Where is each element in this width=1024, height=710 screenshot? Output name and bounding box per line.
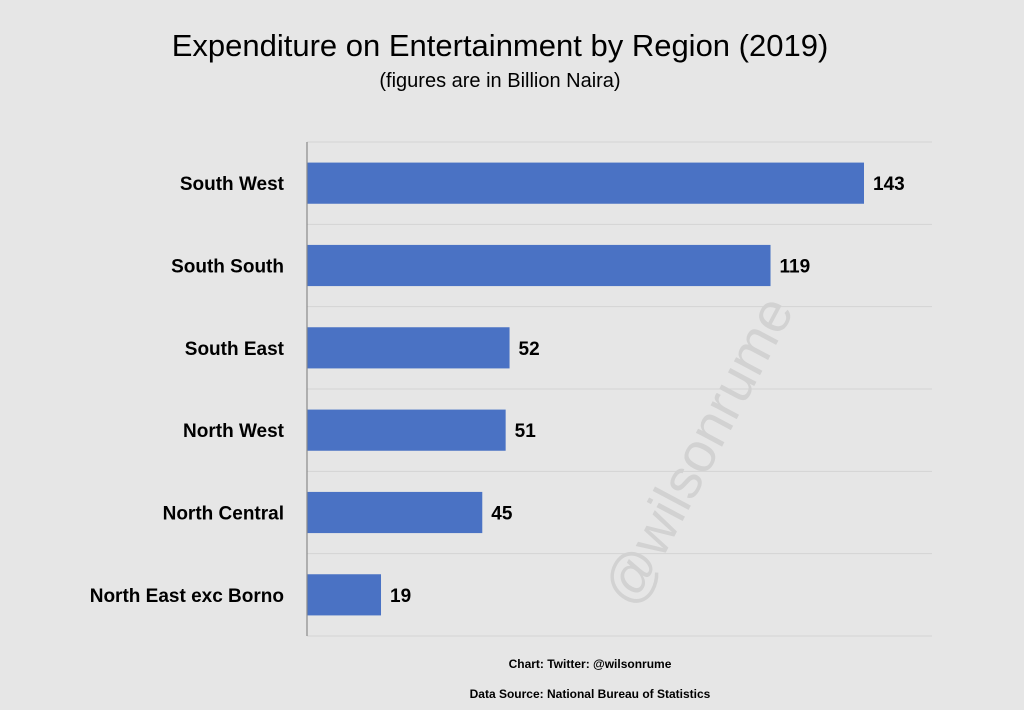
- value-label: 45: [491, 504, 513, 525]
- bar: [307, 244, 771, 287]
- watermark: @wilsonrume: [590, 286, 805, 616]
- data-source: Data Source: National Bureau of Statisti…: [469, 687, 711, 701]
- chart-title: Expenditure on Entertainment by Region (…: [171, 28, 829, 63]
- gridlines: [307, 141, 932, 637]
- bar: [307, 162, 864, 204]
- category-label: North East exc Borno: [90, 586, 284, 607]
- category-label: South South: [171, 257, 284, 278]
- category-label: South East: [185, 339, 285, 360]
- category-label: South West: [180, 174, 285, 195]
- bar: [307, 491, 483, 534]
- bar: [307, 574, 382, 616]
- bars: [307, 162, 864, 616]
- value-label: 52: [519, 339, 540, 360]
- chart-credit: Chart: Twitter: @wilsonrume: [508, 657, 672, 671]
- value-label: 51: [515, 421, 537, 442]
- bar: [307, 409, 506, 451]
- bar: [307, 327, 510, 369]
- category-label: North West: [183, 421, 285, 442]
- value-label: 143: [873, 174, 905, 195]
- chart-subtitle: (figures are in Billion Naira): [379, 70, 621, 92]
- value-label: 19: [390, 586, 411, 607]
- category-label: North Central: [163, 504, 284, 525]
- value-labels: 143 119 52 51 45 19: [390, 174, 905, 607]
- category-labels: South West South South South East North Wes…: [90, 174, 285, 607]
- value-label: 119: [780, 257, 811, 278]
- chart-plot-area: @wilsonrume South West South South South E…: [90, 141, 932, 637]
